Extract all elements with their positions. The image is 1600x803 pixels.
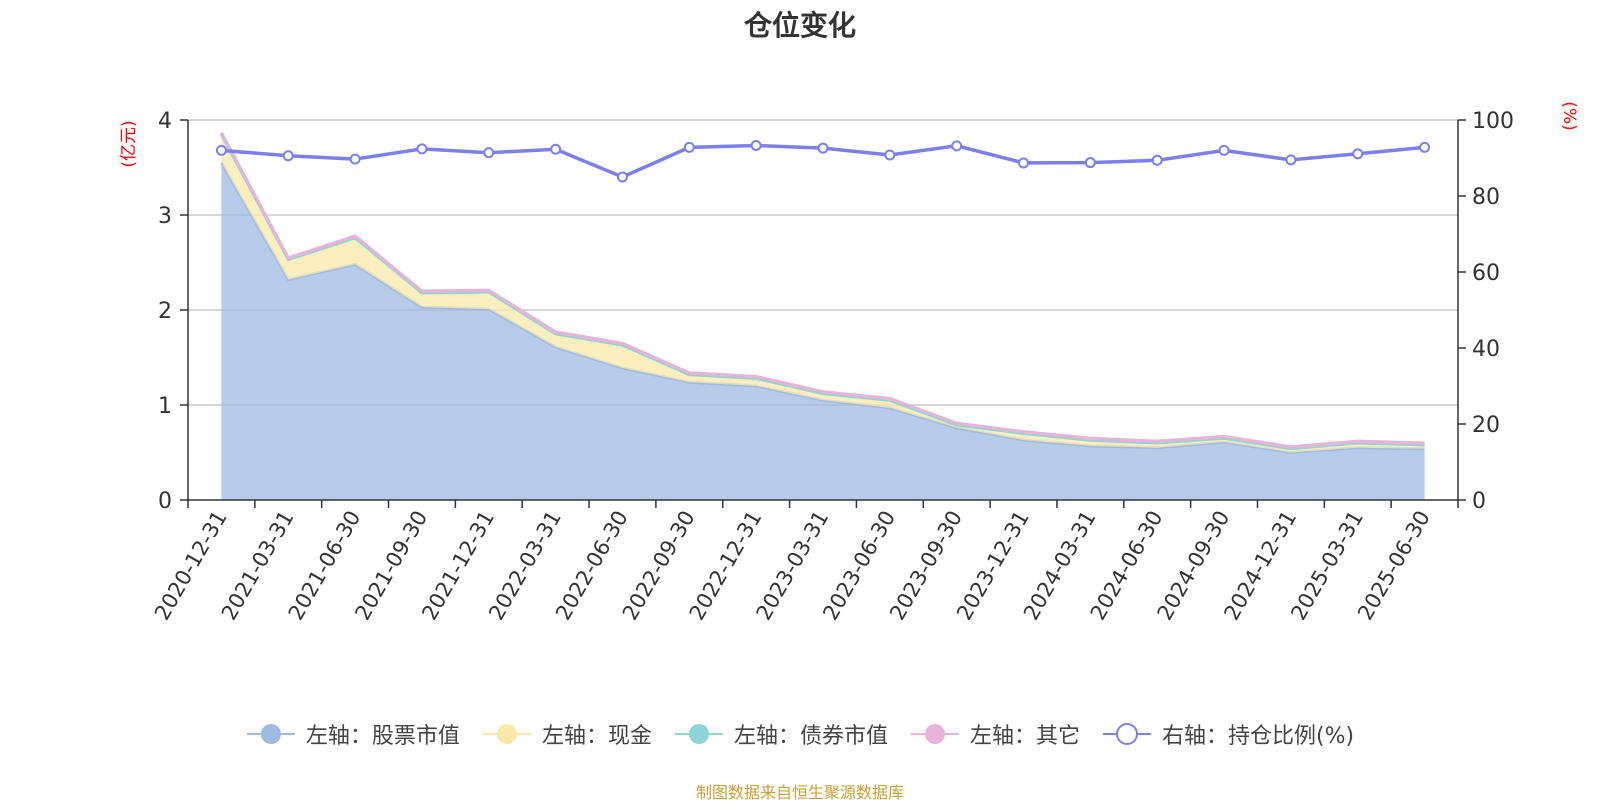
right-axis-tick-label: 60	[1472, 261, 1500, 286]
filled-circle-icon	[482, 724, 531, 744]
ratio-point[interactable]	[1151, 154, 1163, 166]
right-axis-tick-label: 0	[1472, 489, 1486, 514]
left-axis-tick-label: 3	[158, 204, 172, 229]
ratio-point[interactable]	[1018, 157, 1030, 169]
ratio-point[interactable]	[1218, 144, 1230, 156]
ratio-point[interactable]	[349, 153, 361, 165]
source-note: 制图数据来自恒生聚源数据库	[695, 783, 904, 802]
legend-label: 左轴：股票市值	[305, 724, 460, 749]
legend-item-bond[interactable]: 左轴：债券市值	[674, 718, 888, 750]
ratio-point[interactable]	[1084, 157, 1096, 169]
filled-circle-icon	[246, 724, 295, 744]
legend-item-cash[interactable]: 左轴：现金	[482, 718, 652, 750]
hollow-circle-icon	[1102, 723, 1151, 745]
legend-item-ratio[interactable]: 右轴：持仓比例(%)	[1102, 718, 1354, 750]
ratio-point[interactable]	[483, 147, 495, 159]
stacked-area-series	[220, 131, 1425, 501]
right-axis-tick-label: 80	[1472, 185, 1500, 210]
ratio-point[interactable]	[1352, 148, 1364, 160]
area-edge-other	[220, 131, 1425, 449]
filled-circle-icon	[674, 724, 723, 744]
ratio-point[interactable]	[282, 150, 294, 162]
chart-title: 仓位变化	[743, 9, 856, 42]
right-axis-tick-label: 40	[1472, 337, 1500, 362]
ratio-point[interactable]	[1285, 154, 1297, 166]
legend-item-stock[interactable]: 左轴：股票市值	[246, 718, 460, 750]
legend-label: 右轴：持仓比例(%)	[1161, 724, 1355, 749]
ratio-point[interactable]	[416, 143, 428, 155]
area-stock	[221, 162, 1425, 501]
right-axis-tick-label: 20	[1472, 413, 1500, 438]
right-axis-tick-label: 100	[1472, 109, 1514, 134]
left-axis-tick-label: 4	[158, 109, 172, 134]
filled-circle-icon	[910, 724, 959, 744]
ratio-line-series[interactable]	[215, 139, 1431, 183]
legend-item-other[interactable]: 左轴：其它	[910, 718, 1080, 750]
ratio-point[interactable]	[951, 140, 963, 152]
left-axis-tick-label: 2	[158, 299, 172, 324]
ratio-point[interactable]	[750, 139, 762, 151]
x-axis-tick-label: 2025-06-30	[1353, 507, 1435, 625]
ratio-point[interactable]	[683, 141, 695, 153]
legend-label: 左轴：现金	[541, 724, 652, 749]
left-axis-unit-label: (亿元)	[119, 120, 139, 167]
chart-canvas: 012340204060801002020-12-312021-03-31202…	[119, 101, 1579, 625]
left-axis-tick-label: 1	[158, 394, 172, 419]
left-axis-tick-label: 0	[158, 489, 172, 514]
legend-label: 左轴：债券市值	[733, 724, 888, 749]
ratio-point[interactable]	[884, 149, 896, 161]
ratio-point[interactable]	[616, 171, 628, 183]
chart-legend: 左轴：股票市值 左轴：现金 左轴：债券市值 左轴：其它 右轴：持仓比例(%)	[0, 718, 1600, 750]
ratio-point[interactable]	[215, 144, 227, 156]
right-axis-unit-label: (%)	[1559, 101, 1579, 130]
ratio-point[interactable]	[1419, 141, 1431, 153]
ratio-point[interactable]	[817, 142, 829, 154]
ratio-point[interactable]	[550, 143, 562, 155]
legend-label: 左轴：其它	[969, 724, 1080, 749]
